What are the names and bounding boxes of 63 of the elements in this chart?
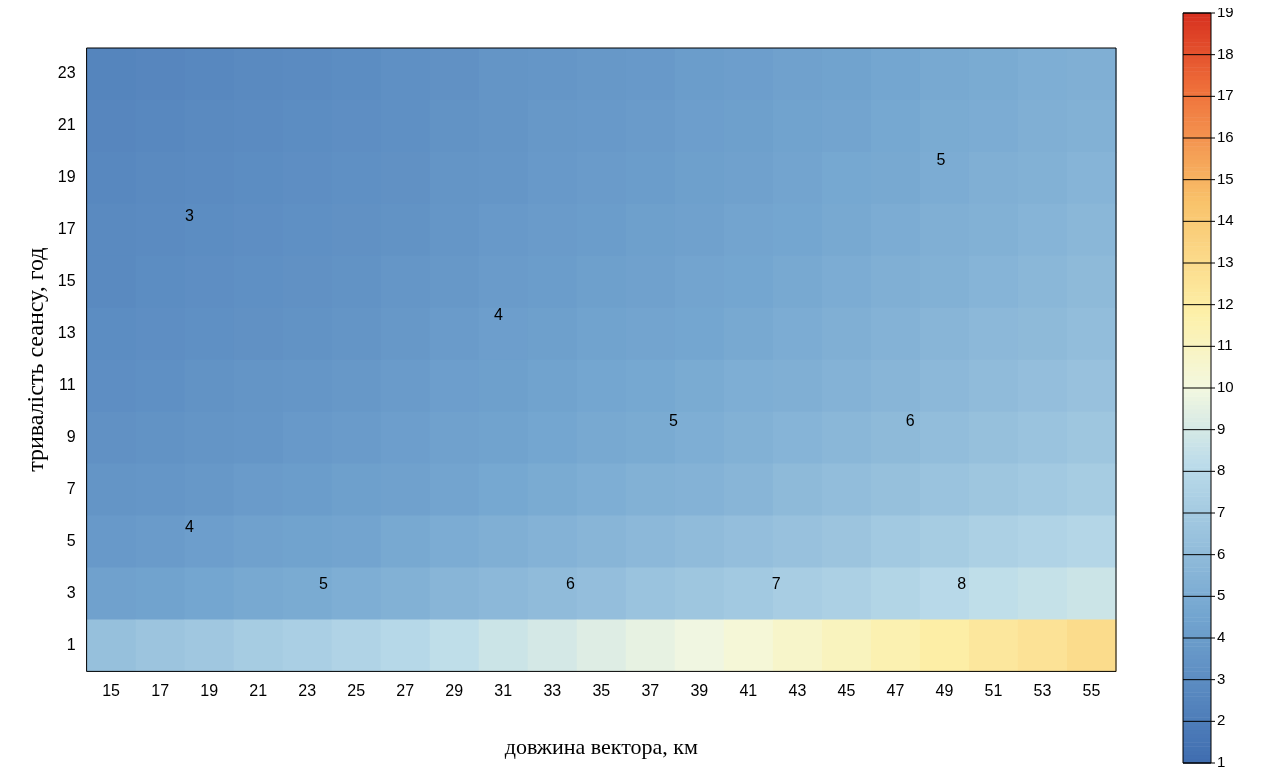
annotation: 6: [905, 412, 915, 430]
annotation: 5: [318, 574, 328, 592]
x-tick-label: 49: [935, 682, 954, 700]
x-tick-label: 23: [298, 682, 317, 700]
y-tick-label: 5: [66, 531, 76, 549]
x-tick-label: 29: [445, 682, 464, 700]
x-tick-label: 41: [739, 682, 758, 700]
y-tick-label: 23: [57, 64, 76, 82]
x-tick-label: 39: [690, 682, 709, 700]
x-axis-title: довжина вектора, км: [504, 733, 698, 759]
x-tick-label: 31: [494, 682, 513, 700]
color-bar-label: 11: [1217, 336, 1233, 354]
annotation: 5: [668, 412, 678, 430]
color-bar-label: 17: [1217, 86, 1234, 104]
x-tick-label: 17: [151, 682, 170, 700]
y-tick-label: 9: [66, 428, 76, 446]
x-tick-label: 43: [788, 682, 807, 700]
annotation: 4: [493, 306, 503, 324]
color-bar-label: 4: [1217, 628, 1226, 646]
color-bar-label: 14: [1217, 211, 1234, 229]
x-tick-label: 19: [200, 682, 219, 700]
color-bar-label: 10: [1217, 378, 1234, 396]
y-tick-label: 3: [66, 583, 76, 601]
y-tick-label: 7: [66, 479, 76, 497]
x-tick-label: 33: [543, 682, 562, 700]
color-bar-label: 5: [1217, 586, 1226, 604]
annotation: 5: [936, 150, 946, 168]
annotation: 8: [957, 574, 967, 592]
color-bar-label: 13: [1217, 253, 1234, 271]
x-tick-label: 21: [249, 682, 268, 700]
y-tick-label: 17: [57, 220, 76, 238]
annotation: 3: [185, 206, 195, 224]
y-tick-label: 19: [57, 168, 76, 186]
color-bar-label: 18: [1217, 44, 1234, 62]
x-tick-label: 55: [1082, 682, 1101, 700]
x-tick-label: 15: [102, 682, 121, 700]
x-tick-label: 53: [1033, 682, 1052, 700]
x-tick-label: 35: [592, 682, 611, 700]
color-bar-label: 1: [1217, 753, 1226, 771]
y-tick-label: 21: [57, 116, 76, 134]
y-axis-title: тривалість сеансу, год: [21, 247, 48, 472]
color-bar-label: 6: [1217, 544, 1226, 562]
color-bar-label: 16: [1217, 128, 1234, 146]
x-tick-label: 27: [396, 682, 415, 700]
color-bar-label: 7: [1217, 503, 1226, 521]
y-tick-label: 15: [57, 272, 76, 290]
x-tick-label: 47: [886, 682, 905, 700]
color-bar-label: 15: [1217, 169, 1234, 187]
annotation: 6: [565, 574, 575, 592]
color-bar-label: 8: [1217, 461, 1226, 479]
color-bar-label: 9: [1217, 419, 1226, 437]
y-tick-label: 1: [66, 635, 76, 653]
x-tick-label: 51: [984, 682, 1003, 700]
y-tick-label: 11: [58, 376, 76, 394]
x-tick-label: 25: [347, 682, 366, 700]
x-tick-label: 45: [837, 682, 856, 700]
annotation: 7: [771, 574, 781, 592]
y-tick-label: 13: [57, 324, 76, 342]
x-tick-label: 37: [641, 682, 660, 700]
annotation: 4: [185, 518, 195, 536]
color-bar-label: 12: [1217, 294, 1234, 312]
color-bar-label: 3: [1217, 669, 1226, 687]
color-bar-label: 2: [1217, 711, 1226, 729]
